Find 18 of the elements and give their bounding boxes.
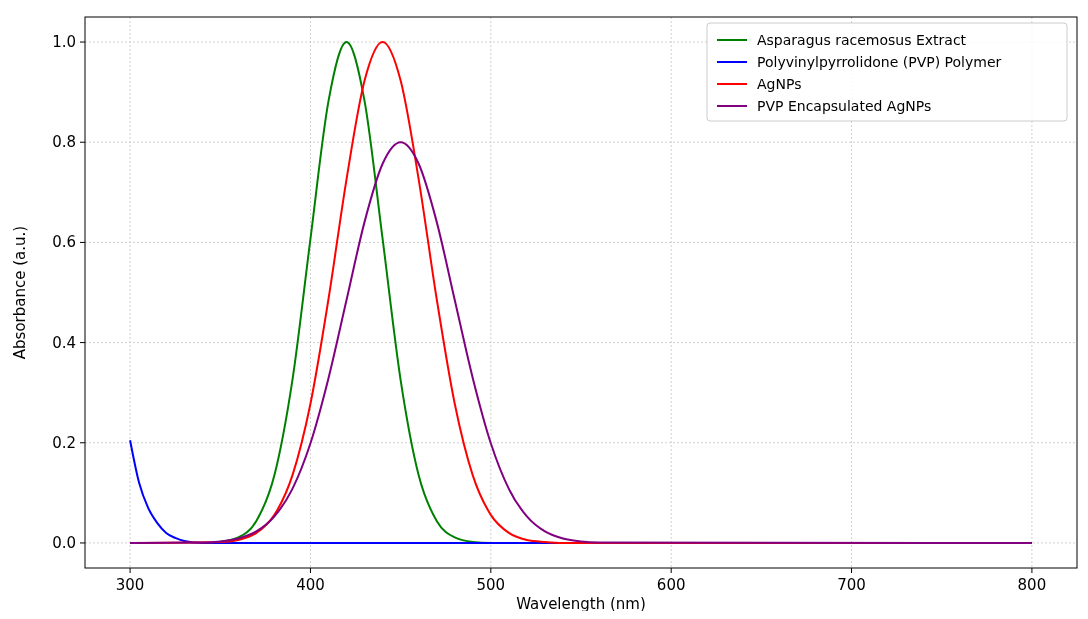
legend-label: Asparagus racemosus Extract	[757, 32, 967, 48]
legend-label: Polyvinylpyrrolidone (PVP) Polymer	[757, 54, 1002, 70]
y-tick-label: 1.0	[52, 33, 76, 52]
y-tick-label: 0.8	[52, 133, 76, 152]
y-tick-label: 0.6	[52, 233, 76, 252]
y-axis-title: Absorbance (a.u.)	[11, 225, 29, 360]
x-tick-label: 300	[115, 576, 145, 594]
x-tick-label: 800	[1017, 576, 1047, 594]
x-tick-label: 600	[656, 576, 686, 594]
x-tick-label: 500	[476, 576, 506, 594]
y-tick-label: 0.4	[52, 333, 76, 352]
line-series	[129, 141, 1033, 544]
legend-label: AgNPs	[757, 76, 802, 92]
y-tick-label: 0.2	[52, 433, 76, 452]
legend-label: PVP Encapsulated AgNPs	[757, 98, 932, 114]
y-tick-label: 0.0	[52, 533, 76, 552]
x-tick-label: 700	[837, 576, 866, 594]
x-tick-label: 400	[296, 576, 325, 594]
